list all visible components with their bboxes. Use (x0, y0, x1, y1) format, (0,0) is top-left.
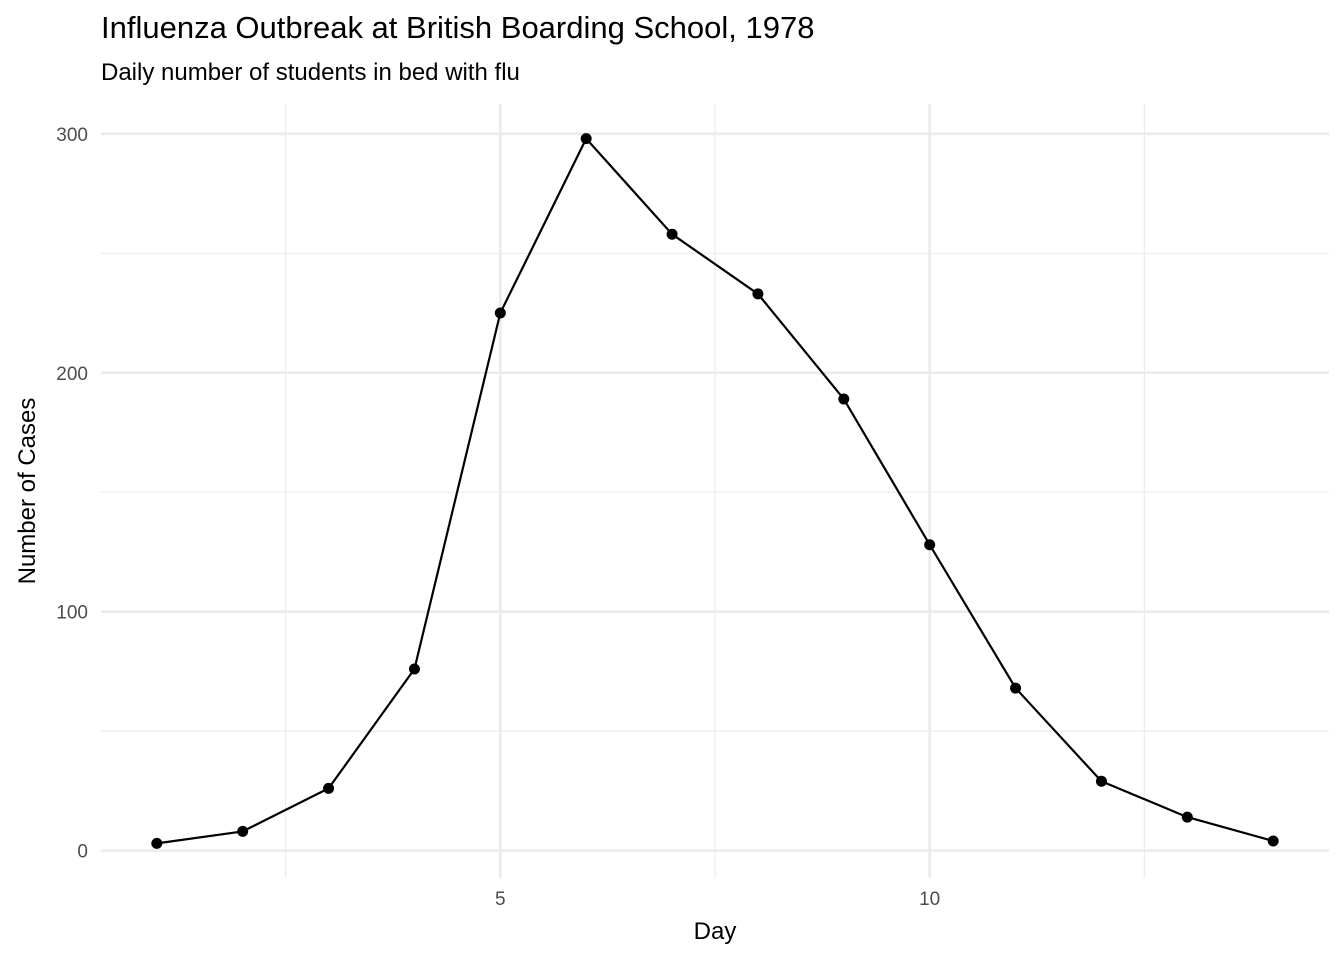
data-point (666, 228, 678, 240)
series-line (156, 137, 1274, 845)
x-axis-title: Day (694, 918, 737, 945)
data-point (580, 133, 592, 145)
data-point (752, 288, 764, 300)
y-tick-label: 300 (56, 125, 88, 146)
chart-subtitle: Daily number of students in bed with flu (101, 59, 520, 86)
y-tick-label: 200 (56, 364, 88, 385)
data-point (1095, 775, 1107, 787)
y-axis-title: Number of Cases (14, 398, 41, 585)
x-tick-label: 5 (495, 889, 506, 910)
data-point (1010, 682, 1022, 694)
series-layer (151, 133, 1279, 849)
data-point (237, 825, 249, 837)
data-point (924, 539, 936, 551)
data-point (323, 782, 335, 794)
grid-lines (101, 104, 1329, 878)
data-point (408, 663, 420, 675)
axis-tick-labels: 0 100 200 300 5 10 (56, 125, 940, 910)
x-tick-label: 10 (919, 889, 940, 910)
chart-title: Influenza Outbreak at British Boarding S… (101, 10, 815, 45)
y-tick-label: 100 (56, 603, 88, 624)
y-tick-label: 0 (77, 842, 88, 863)
data-point (1181, 811, 1193, 823)
data-point (838, 393, 850, 405)
data-point (1267, 835, 1279, 847)
data-point (494, 307, 506, 319)
data-point (151, 837, 163, 849)
